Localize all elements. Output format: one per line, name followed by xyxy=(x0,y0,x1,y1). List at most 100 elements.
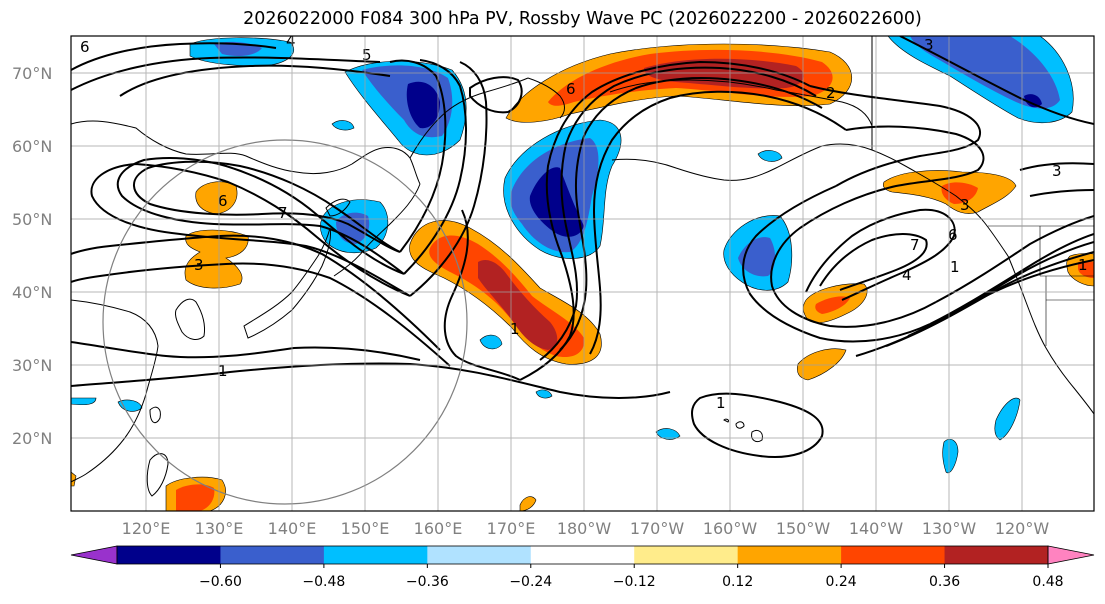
contour xyxy=(691,392,824,458)
contour xyxy=(119,64,391,97)
shade-pos-light xyxy=(195,181,238,215)
shade-pos-mid xyxy=(815,296,850,314)
lon-label: 170°E xyxy=(487,519,536,538)
contour-label: 3 xyxy=(194,256,204,274)
contour xyxy=(519,60,811,381)
colorbar-segment xyxy=(737,546,842,564)
colorbar-segment xyxy=(427,546,532,564)
contour-label: 7 xyxy=(910,236,920,254)
contour-label-layer: 5 6 6 7 3 1 6 2 3 3 3 7 6 4 1 1 1 4 1 xyxy=(80,32,1088,412)
shade-neg-light xyxy=(331,120,355,131)
colorbar-segment xyxy=(944,546,1049,564)
figure-title: 2026022000 F084 300 hPa PV, Rossby Wave … xyxy=(243,9,922,29)
coastline xyxy=(611,143,1009,257)
shade-neg-light xyxy=(942,439,959,474)
contour-label: 6 xyxy=(80,38,90,56)
coastline xyxy=(149,406,161,424)
contour-label: 6 xyxy=(948,226,958,244)
lat-label: 30°N xyxy=(12,356,52,375)
contour-label: 6 xyxy=(566,80,576,98)
colorbar-tick-label: −0.12 xyxy=(613,574,656,590)
latitude-labels: 70°N 60°N 50°N 40°N 30°N 20°N xyxy=(12,64,52,448)
contour xyxy=(770,125,985,328)
contour xyxy=(819,233,928,291)
coastline xyxy=(723,418,729,423)
contour xyxy=(71,262,451,367)
colorbar-segment xyxy=(634,546,739,564)
colorbar-segment xyxy=(117,546,221,564)
lon-label: 150°W xyxy=(776,519,831,538)
lon-label: 120°W xyxy=(995,519,1050,538)
colorbar-extend-low xyxy=(70,545,118,565)
colorbar-tick-label: 0.48 xyxy=(1032,574,1063,590)
lon-label: 130°E xyxy=(195,519,244,538)
coastline-layer xyxy=(71,36,1094,497)
contour-label: 3 xyxy=(924,36,934,54)
colorbar-tick-label: 0.36 xyxy=(929,574,960,590)
shade-neg-light xyxy=(535,389,553,399)
coastline xyxy=(527,77,565,119)
contour xyxy=(855,259,1094,357)
lon-label: 140°E xyxy=(268,519,317,538)
contour xyxy=(133,160,401,253)
map-frame xyxy=(70,35,1095,512)
contour-label: 4 xyxy=(902,266,912,284)
map-content: 5 6 6 7 3 1 6 2 3 3 3 7 6 4 1 1 1 4 1 xyxy=(71,32,1094,511)
reference-circle xyxy=(102,139,468,505)
contour-label: 1 xyxy=(218,362,228,380)
contour xyxy=(809,85,981,187)
longitude-labels: 120°E 130°E 140°E 150°E 160°E 170°E 180°… xyxy=(122,519,1050,538)
contour xyxy=(403,59,467,275)
shade-neg-light xyxy=(757,150,783,162)
colorbar-tick-label: −0.48 xyxy=(302,574,345,590)
contour xyxy=(71,56,381,91)
shade-pos-mid xyxy=(941,182,978,204)
contour xyxy=(71,341,421,361)
contour xyxy=(589,90,847,355)
shade-neg-light xyxy=(479,334,503,350)
contour-label: 3 xyxy=(960,196,970,214)
colorbar-tick-label: −0.60 xyxy=(199,574,242,590)
colorbar-tick-label: 0.12 xyxy=(722,574,753,590)
contour xyxy=(559,77,823,351)
contour xyxy=(805,208,956,301)
lon-label: 170°W xyxy=(630,519,685,538)
colorbar: −0.60 −0.48 −0.36 −0.24 −0.12 0.12 0.24 0.36 0.4… xyxy=(70,545,1095,590)
rossby-wave-contours xyxy=(71,36,1094,458)
contour xyxy=(389,59,447,253)
contour xyxy=(539,66,817,361)
graticule xyxy=(71,36,1094,511)
lat-label: 40°N xyxy=(12,283,52,302)
lat-label: 60°N xyxy=(12,137,52,156)
colorbar-tick-label: 0.24 xyxy=(826,574,857,590)
colorbar-segment xyxy=(323,546,428,564)
lon-label: 160°E xyxy=(414,519,463,538)
contour-label: 2 xyxy=(826,84,836,102)
coastline xyxy=(409,77,529,159)
contour xyxy=(899,36,1094,125)
coastline xyxy=(325,198,351,217)
shade-neg-light xyxy=(994,397,1021,441)
lon-label: 140°W xyxy=(849,519,904,538)
lat-label: 50°N xyxy=(12,210,52,229)
shade-neg-dark xyxy=(406,81,440,129)
contour xyxy=(443,209,521,381)
contour xyxy=(935,215,1094,303)
colorbar-segment xyxy=(220,546,325,564)
shade-pos-dark xyxy=(644,58,804,89)
lon-label: 120°E xyxy=(122,519,171,538)
colorbar-segment xyxy=(841,546,946,564)
colorbar-tick-label: −0.36 xyxy=(406,574,449,590)
contour xyxy=(929,233,1094,325)
contour-label: 4 xyxy=(286,32,296,50)
contour xyxy=(1029,189,1094,197)
lon-label: 180°W xyxy=(557,519,612,538)
shade-pos-dark xyxy=(478,259,558,350)
contour xyxy=(71,234,441,351)
lat-label: 20°N xyxy=(12,429,52,448)
colorbar-tick-label: −0.24 xyxy=(509,574,552,590)
contour-label: 5 xyxy=(362,46,372,64)
shade-pos-light xyxy=(797,348,847,381)
contour-label: 7 xyxy=(278,204,288,222)
